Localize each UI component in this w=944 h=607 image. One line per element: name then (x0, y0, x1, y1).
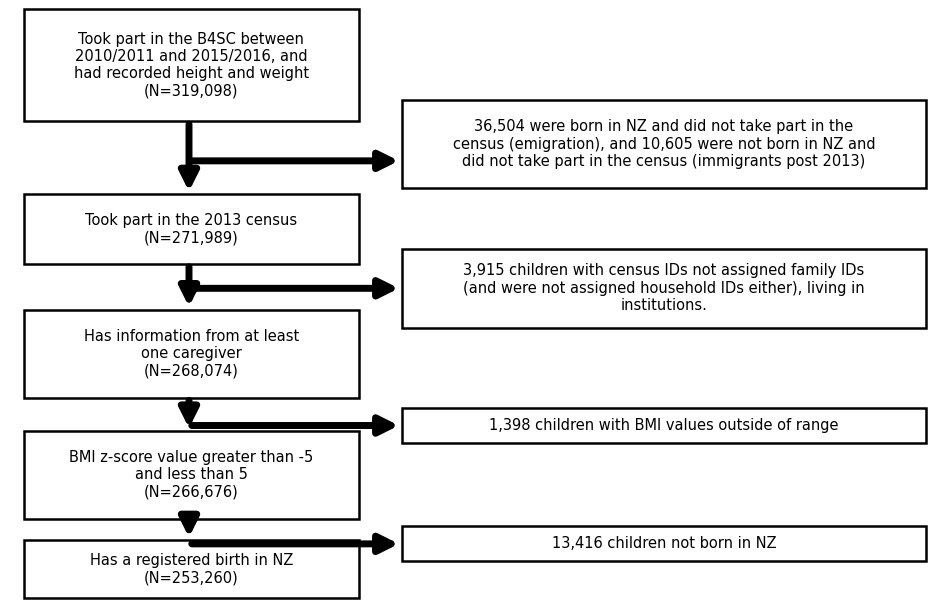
FancyBboxPatch shape (24, 540, 359, 598)
FancyBboxPatch shape (24, 431, 359, 519)
FancyBboxPatch shape (24, 310, 359, 398)
Text: Took part in the B4SC between
2010/2011 and 2015/2016, and
had recorded height a: Took part in the B4SC between 2010/2011 … (74, 32, 309, 99)
Text: 36,504 were born in NZ and did not take part in the
census (emigration), and 10,: 36,504 were born in NZ and did not take … (452, 119, 874, 169)
Text: Has a registered birth in NZ
(N=253,260): Has a registered birth in NZ (N=253,260) (90, 553, 293, 585)
Text: 13,416 children not born in NZ: 13,416 children not born in NZ (551, 537, 775, 551)
FancyBboxPatch shape (401, 526, 925, 561)
Text: Has information from at least
one caregiver
(N=268,074): Has information from at least one caregi… (84, 328, 298, 379)
FancyBboxPatch shape (401, 100, 925, 188)
FancyBboxPatch shape (401, 249, 925, 328)
Text: 1,398 children with BMI values outside of range: 1,398 children with BMI values outside o… (489, 418, 837, 433)
FancyBboxPatch shape (24, 194, 359, 264)
Text: BMI z-score value greater than -5
and less than 5
(N=266,676): BMI z-score value greater than -5 and le… (69, 450, 313, 500)
Text: 3,915 children with census IDs not assigned family IDs
(and were not assigned ho: 3,915 children with census IDs not assig… (463, 263, 864, 313)
Text: Took part in the 2013 census
(N=271,989): Took part in the 2013 census (N=271,989) (85, 213, 297, 245)
FancyBboxPatch shape (401, 408, 925, 443)
FancyBboxPatch shape (24, 9, 359, 121)
